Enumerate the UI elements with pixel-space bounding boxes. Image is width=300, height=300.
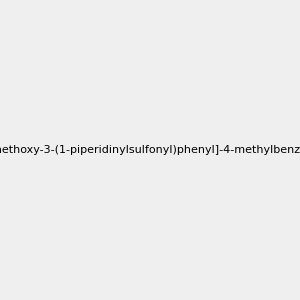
Text: N-[4-methoxy-3-(1-piperidinylsulfonyl)phenyl]-4-methylbenzamide: N-[4-methoxy-3-(1-piperidinylsulfonyl)ph… bbox=[0, 145, 300, 155]
